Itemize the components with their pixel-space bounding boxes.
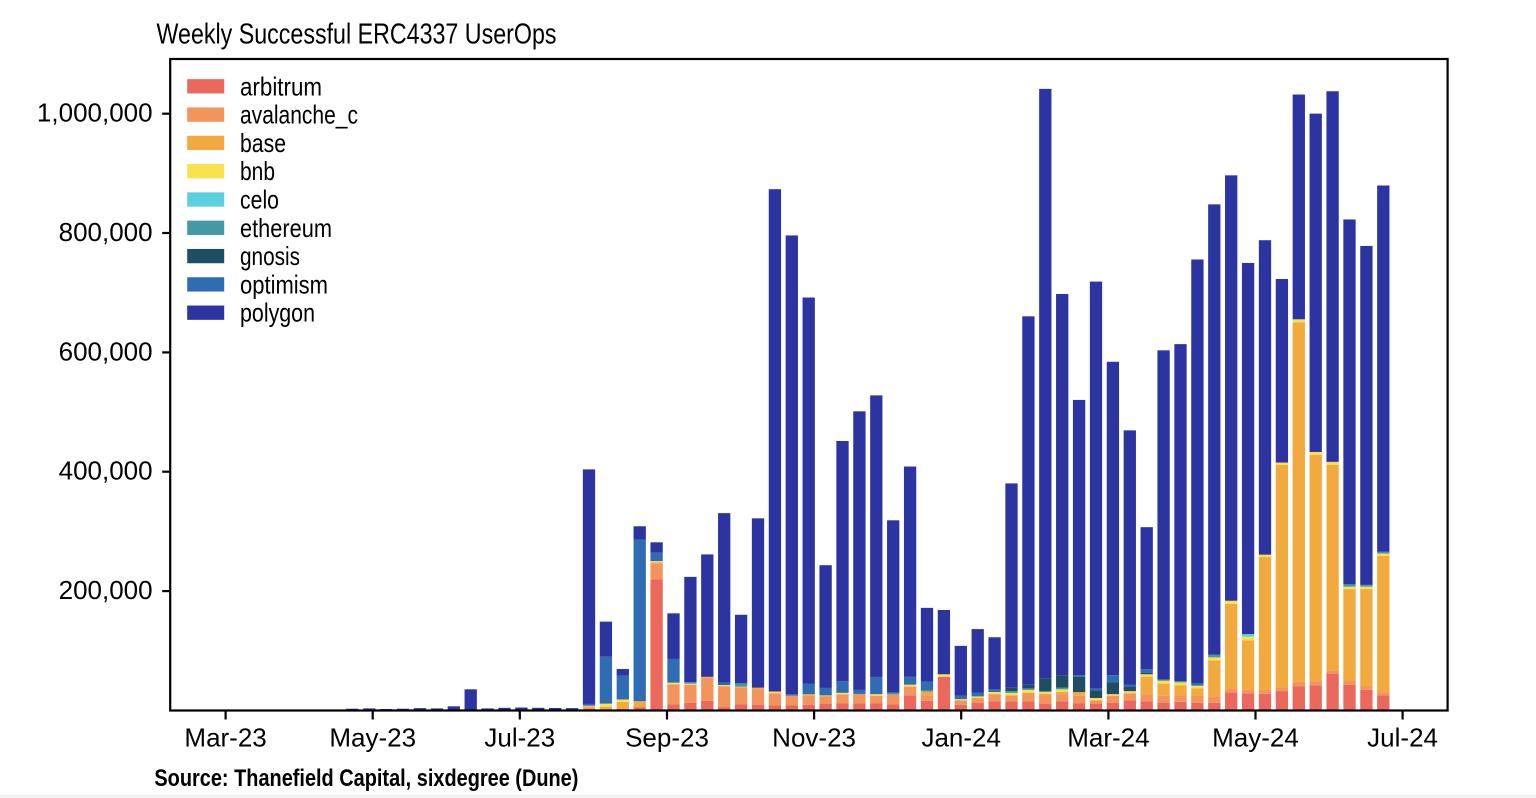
svg-text:Sep-23: Sep-23: [625, 723, 709, 753]
svg-text:bnb: bnb: [240, 156, 275, 186]
svg-text:polygon: polygon: [240, 298, 315, 328]
svg-text:800,000: 800,000: [59, 217, 153, 247]
svg-text:1,000,000: 1,000,000: [37, 98, 153, 128]
svg-text:Jul-23: Jul-23: [484, 723, 555, 753]
svg-text:celo: celo: [240, 185, 279, 215]
svg-text:400,000: 400,000: [59, 456, 153, 486]
svg-text:gnosis: gnosis: [240, 241, 300, 271]
svg-text:200,000: 200,000: [59, 575, 153, 605]
svg-text:arbitrum: arbitrum: [240, 71, 322, 101]
svg-text:Jul-24: Jul-24: [1367, 723, 1438, 753]
svg-text:Mar-24: Mar-24: [1067, 723, 1149, 753]
svg-text:Weekly Successful ERC4337 User: Weekly Successful ERC4337 UserOps: [157, 19, 557, 51]
svg-text:avalanche_c: avalanche_c: [240, 100, 358, 130]
svg-text:Mar-23: Mar-23: [184, 723, 266, 753]
svg-text:base: base: [240, 128, 286, 158]
svg-text:May-23: May-23: [329, 723, 416, 753]
svg-text:ethereum: ethereum: [240, 213, 332, 243]
svg-text:600,000: 600,000: [59, 336, 153, 366]
svg-text:Nov-23: Nov-23: [772, 723, 856, 753]
svg-text:Source: Thanefield Capital, si: Source: Thanefield Capital, sixdegree (D…: [154, 765, 578, 792]
svg-text:optimism: optimism: [240, 269, 328, 299]
svg-text:May-24: May-24: [1212, 723, 1299, 753]
svg-text:Jan-24: Jan-24: [921, 723, 1001, 753]
